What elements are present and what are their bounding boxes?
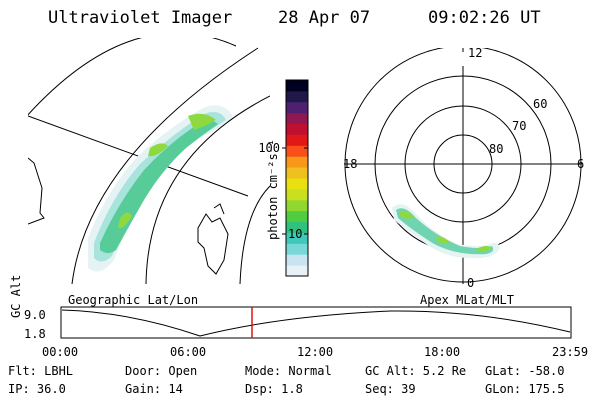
colorbar-segment xyxy=(286,221,308,233)
footer-door: Door: Open xyxy=(125,364,198,378)
footer-gain: Gain: 14 xyxy=(125,382,183,396)
mlat-label-70: 70 xyxy=(512,119,527,133)
coastline-left xyxy=(28,157,45,225)
footer-seq: Seq: 39 xyxy=(365,382,416,396)
colorbar-segment xyxy=(286,101,308,114)
lat-arc-2 xyxy=(71,47,259,284)
colorbar-segment xyxy=(286,232,308,244)
colorbar-segment xyxy=(286,167,308,179)
footer-flt: Flt: LBHL xyxy=(8,364,74,378)
image-title: Ultraviolet Imager xyxy=(48,8,233,28)
colorbar-segment xyxy=(286,243,308,255)
apex-polar-plot xyxy=(344,48,582,284)
altitude-xtick-0600: 06:00 xyxy=(170,345,207,359)
image-time: 09:02:26 UT xyxy=(428,8,541,28)
geo-panel-label: Geographic Lat/Lon xyxy=(68,293,199,307)
colorbar-segment xyxy=(286,254,308,266)
mlat-label-60: 60 xyxy=(533,97,548,111)
altitude-ytick-9: 9.0 xyxy=(24,308,46,322)
colorbar-segment xyxy=(286,265,308,277)
footer-mode: Mode: Normal xyxy=(245,364,332,378)
mlt-label-0: 0 xyxy=(467,276,475,290)
colorbar-unit-label: photon cm⁻²s⁻¹ xyxy=(266,138,280,240)
colorbar-segment xyxy=(286,112,308,125)
colorbar-segment xyxy=(286,145,308,157)
altitude-xtick-2359: 23:59 xyxy=(552,345,589,359)
apex-panel-label: Apex MLat/MLT xyxy=(420,293,514,307)
geographic-map xyxy=(28,38,270,284)
aurora-geo xyxy=(88,105,233,272)
colorbar-gradient xyxy=(286,80,308,277)
footer-dsp: Dsp: 1.8 xyxy=(245,382,303,396)
colorbar-segment xyxy=(286,123,308,135)
coastline-island xyxy=(197,213,229,275)
image-date: 28 Apr 07 xyxy=(278,8,371,28)
altitude-plot-frame xyxy=(60,306,572,339)
colorbar-segment xyxy=(286,188,308,201)
altitude-ytick-1.8: 1.8 xyxy=(24,327,46,341)
altitude-xtick-1800: 18:00 xyxy=(424,345,461,359)
mlat-label-80: 80 xyxy=(489,142,504,156)
lat-arc-3 xyxy=(145,95,270,284)
colorbar xyxy=(282,79,309,277)
mlt-label-6: 6 xyxy=(577,157,585,171)
colorbar-segment xyxy=(286,178,308,190)
mlt-label-12: 12 xyxy=(468,46,483,60)
altitude-ylabel: GC Alt xyxy=(9,274,23,318)
footer-ip: IP: 36.0 xyxy=(8,382,66,396)
lat-arc-1 xyxy=(28,38,237,116)
footer-glon: GLon: 175.5 xyxy=(485,382,565,396)
altitude-xtick-0000: 00:00 xyxy=(42,345,79,359)
aurora-apex xyxy=(392,204,500,259)
mlt-label-18: 18 xyxy=(343,157,358,171)
altitude-plot xyxy=(60,306,572,339)
altitude-curve xyxy=(61,309,571,337)
footer-glat: GLat: -58.0 xyxy=(485,364,565,378)
colorbar-segment xyxy=(286,80,308,92)
colorbar-segment xyxy=(286,90,308,103)
lat-arc-4 xyxy=(239,185,270,284)
colorbar-tick-label-100: 100 xyxy=(258,141,280,155)
altitude-xtick-1200: 12:00 xyxy=(297,345,334,359)
colorbar-segment xyxy=(286,134,308,146)
colorbar-segment xyxy=(286,210,308,223)
footer-gcalt: GC Alt: 5.2 Re xyxy=(365,364,467,378)
colorbar-segment xyxy=(286,156,308,168)
colorbar-segment xyxy=(286,199,308,212)
colorbar-tick-label-10: 10 xyxy=(288,227,303,241)
coastline-small xyxy=(213,203,225,215)
